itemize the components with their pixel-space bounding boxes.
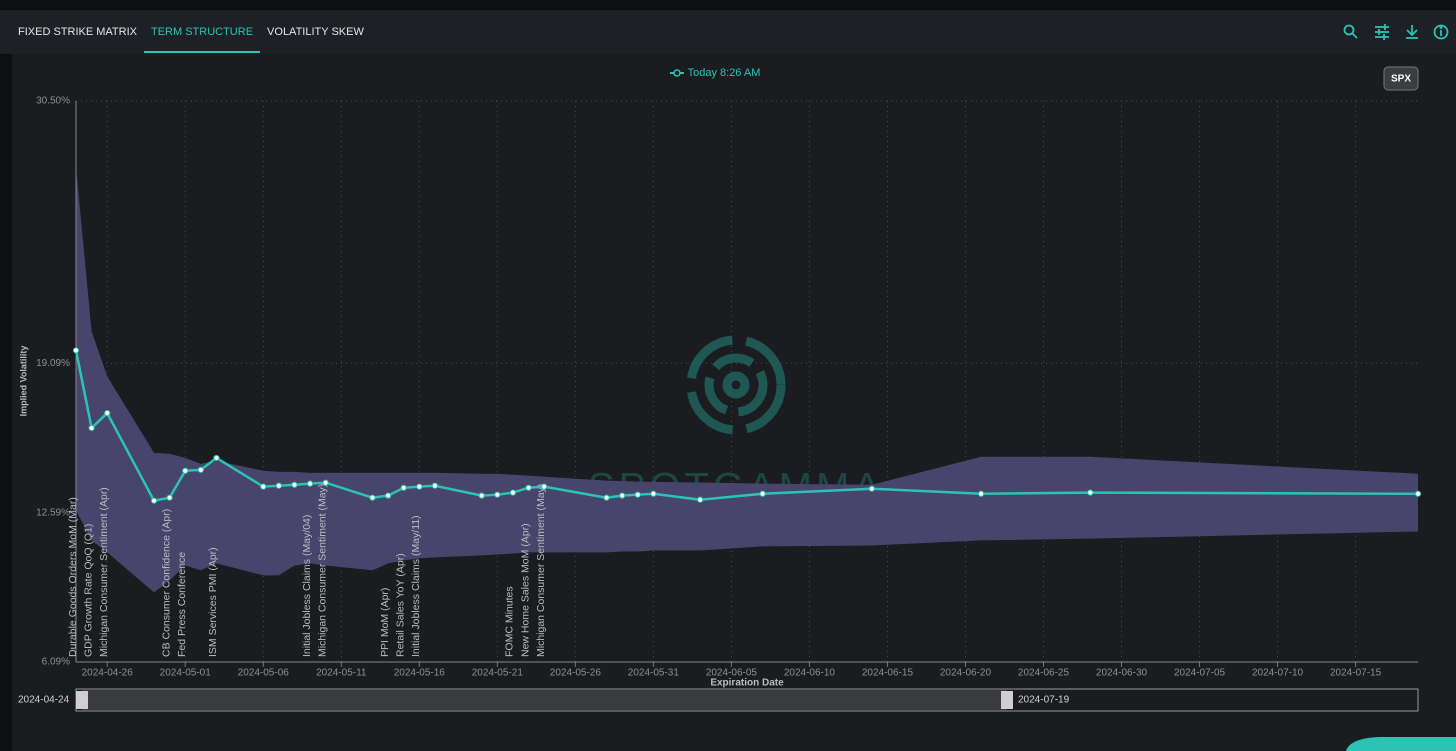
iv-point (369, 494, 376, 501)
slider-handle[interactable] (76, 691, 88, 709)
iv-point (275, 482, 282, 489)
download-icon[interactable] (1406, 25, 1418, 39)
iv-point (478, 492, 485, 499)
x-tick-label: 2024-06-10 (784, 668, 836, 679)
slider-handle[interactable] (1001, 691, 1013, 709)
x-tick-label: 2024-07-15 (1330, 668, 1382, 679)
slider-selection[interactable] (82, 690, 1007, 710)
iv-point (431, 482, 439, 489)
slider-end-label: 2024-07-19 (1018, 695, 1070, 706)
iv-point (416, 483, 423, 490)
x-tick-label: 2024-06-15 (862, 668, 914, 679)
x-tick-label: 2024-05-11 (316, 668, 367, 679)
iv-point (603, 494, 610, 501)
x-axis-title: Expiration Date (710, 678, 784, 689)
iv-point (197, 466, 204, 473)
iv-point (1414, 490, 1422, 497)
event-annotation: New Home Sales MoM (Apr) (519, 523, 531, 657)
event-annotation: FOMC Minutes (504, 586, 516, 657)
x-tick-label: 2024-05-21 (472, 668, 524, 679)
info-icon[interactable] (1433, 24, 1449, 40)
iv-point (868, 485, 875, 492)
range-slider[interactable]: 2024-04-24 2024-07-19 (18, 688, 1419, 712)
symbol-button[interactable]: SPX (1383, 66, 1419, 91)
event-annotation: Initial Jobless Claims (May/11) (410, 515, 422, 657)
watermark-logo (686, 335, 786, 435)
y-tick-label: 19.09% (36, 358, 70, 369)
event-annotation: Initial Jobless Claims (May/04) (301, 515, 313, 657)
x-tick-label: 2024-06-30 (1096, 668, 1148, 679)
x-tick-label: 2024-07-10 (1252, 668, 1304, 679)
iv-point (322, 479, 329, 486)
x-tick-label: 2024-06-25 (1018, 668, 1070, 679)
iv-point (697, 496, 704, 503)
chat-button[interactable] (1346, 737, 1456, 751)
x-tick-label: 2024-07-05 (1174, 668, 1226, 679)
x-tick-label: 2024-06-20 (940, 668, 992, 679)
event-annotation: Michigan Consumer Sentiment (Apr) (98, 487, 110, 657)
x-tick-label: 2024-05-16 (394, 668, 446, 679)
event-annotation: Retail Sales YoY (Apr) (394, 553, 406, 657)
iv-point (634, 491, 641, 498)
legend-marker (670, 69, 684, 77)
slider-start-label: 2024-04-24 (18, 695, 70, 706)
settings-icon[interactable] (1375, 24, 1389, 40)
button-box[interactable] (1383, 66, 1419, 91)
active-tab-underline (143, 51, 261, 53)
iv-point (291, 481, 298, 488)
iv-point (306, 480, 314, 487)
x-tick-label: 2024-05-06 (238, 668, 290, 679)
iv-point (400, 484, 407, 491)
iv-point (619, 492, 626, 499)
chart: 6.09% 12.59% 19.09% 30.50% 2024-04-26 2024-05… (36, 96, 1422, 679)
event-annotation: Michigan Consumer Sentiment (May) (316, 484, 328, 657)
event-annotation: GDP Growth Rate QoQ (Q1) (82, 524, 94, 657)
iv-point (104, 410, 111, 417)
button-label[interactable]: SPX (1391, 74, 1411, 85)
iv-point (977, 490, 985, 497)
y-tick-label: 30.50% (36, 96, 70, 107)
iv-point (166, 494, 173, 501)
iv-point (1087, 489, 1094, 496)
event-annotation: Michigan Consumer Sentiment (May) (535, 484, 547, 657)
iv-point (384, 492, 392, 499)
y-tick-label: 12.59% (36, 507, 70, 518)
zoom-icon[interactable] (1343, 24, 1358, 39)
y-axis-title: Implied Volatility (18, 346, 28, 417)
tab-bar: FIXED STRIKE MATRIX TERM STRUCTURE VOLATIL… (18, 26, 364, 53)
iv-point (541, 483, 548, 490)
iv-point (213, 454, 220, 462)
tab[interactable]: VOLATILITY SKEW (267, 26, 364, 38)
event-annotation: ISM Services PMI (Apr) (207, 547, 219, 657)
header-bar (0, 10, 1456, 54)
iv-point (88, 424, 95, 432)
x-tick-label: 2024-06-05 (706, 668, 758, 679)
iv-point (650, 490, 657, 497)
x-tick-label: 2024-05-26 (550, 668, 602, 679)
iv-point (182, 467, 189, 474)
y-tick-label: 6.09% (42, 657, 70, 668)
toolbar (1343, 24, 1449, 40)
iv-point (759, 490, 766, 497)
iv-point (525, 484, 532, 491)
event-annotation: PPI MoM (Apr) (379, 588, 391, 657)
x-tick-label: 2024-05-01 (160, 668, 212, 679)
iv-point (72, 347, 80, 354)
iv-point (509, 489, 517, 496)
iv-point (494, 491, 501, 498)
tab[interactable]: TERM STRUCTURE (151, 26, 253, 38)
chart-panel (12, 54, 1456, 751)
iv-point (260, 483, 267, 490)
event-annotation: CB Consumer Confidence (Apr) (160, 509, 172, 657)
tab[interactable]: FIXED STRIKE MATRIX (18, 26, 138, 38)
legend-label: Today 8:26 AM (688, 67, 761, 79)
iv-point (150, 497, 158, 504)
x-tick-label: 2024-04-26 (82, 668, 134, 679)
event-annotation: Durable Goods Orders MoM (Mar) (67, 497, 79, 657)
event-annotation: Fed Press Conference (176, 552, 188, 657)
x-tick-label: 2024-05-31 (628, 668, 680, 679)
